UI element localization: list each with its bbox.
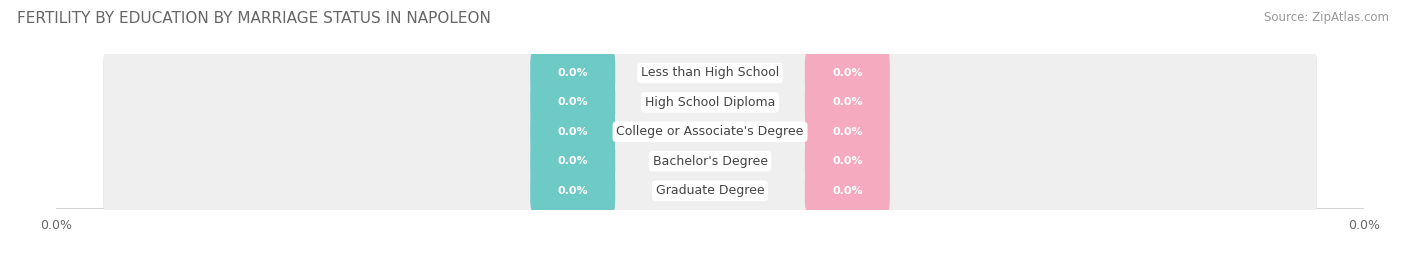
FancyBboxPatch shape: [804, 139, 890, 183]
FancyBboxPatch shape: [530, 51, 616, 95]
FancyBboxPatch shape: [103, 172, 1317, 211]
Text: 0.0%: 0.0%: [557, 68, 588, 78]
FancyBboxPatch shape: [103, 142, 1317, 181]
Text: 0.0%: 0.0%: [832, 156, 863, 166]
FancyBboxPatch shape: [530, 110, 616, 154]
Text: 0.0%: 0.0%: [557, 186, 588, 196]
Text: Less than High School: Less than High School: [641, 66, 779, 79]
FancyBboxPatch shape: [103, 84, 1317, 122]
FancyBboxPatch shape: [804, 110, 890, 154]
FancyBboxPatch shape: [103, 54, 1317, 92]
Text: 0.0%: 0.0%: [557, 97, 588, 107]
FancyBboxPatch shape: [530, 139, 616, 183]
Text: Bachelor's Degree: Bachelor's Degree: [652, 155, 768, 168]
FancyBboxPatch shape: [103, 142, 1317, 181]
Text: Source: ZipAtlas.com: Source: ZipAtlas.com: [1264, 11, 1389, 24]
Text: College or Associate's Degree: College or Associate's Degree: [616, 125, 804, 138]
FancyBboxPatch shape: [530, 80, 616, 125]
FancyBboxPatch shape: [103, 83, 1317, 122]
Text: Graduate Degree: Graduate Degree: [655, 184, 765, 197]
Legend: Married, Unmarried: Married, Unmarried: [624, 266, 796, 269]
Text: High School Diploma: High School Diploma: [645, 96, 775, 109]
FancyBboxPatch shape: [804, 169, 890, 213]
FancyBboxPatch shape: [804, 80, 890, 125]
FancyBboxPatch shape: [103, 112, 1317, 151]
Text: 0.0%: 0.0%: [832, 97, 863, 107]
Text: 0.0%: 0.0%: [832, 127, 863, 137]
FancyBboxPatch shape: [103, 113, 1317, 152]
Text: FERTILITY BY EDUCATION BY MARRIAGE STATUS IN NAPOLEON: FERTILITY BY EDUCATION BY MARRIAGE STATU…: [17, 11, 491, 26]
Text: 0.0%: 0.0%: [557, 127, 588, 137]
FancyBboxPatch shape: [804, 51, 890, 95]
FancyBboxPatch shape: [103, 171, 1317, 210]
Text: 0.0%: 0.0%: [832, 68, 863, 78]
FancyBboxPatch shape: [103, 54, 1317, 93]
Text: 0.0%: 0.0%: [557, 156, 588, 166]
Text: 0.0%: 0.0%: [832, 186, 863, 196]
FancyBboxPatch shape: [530, 169, 616, 213]
